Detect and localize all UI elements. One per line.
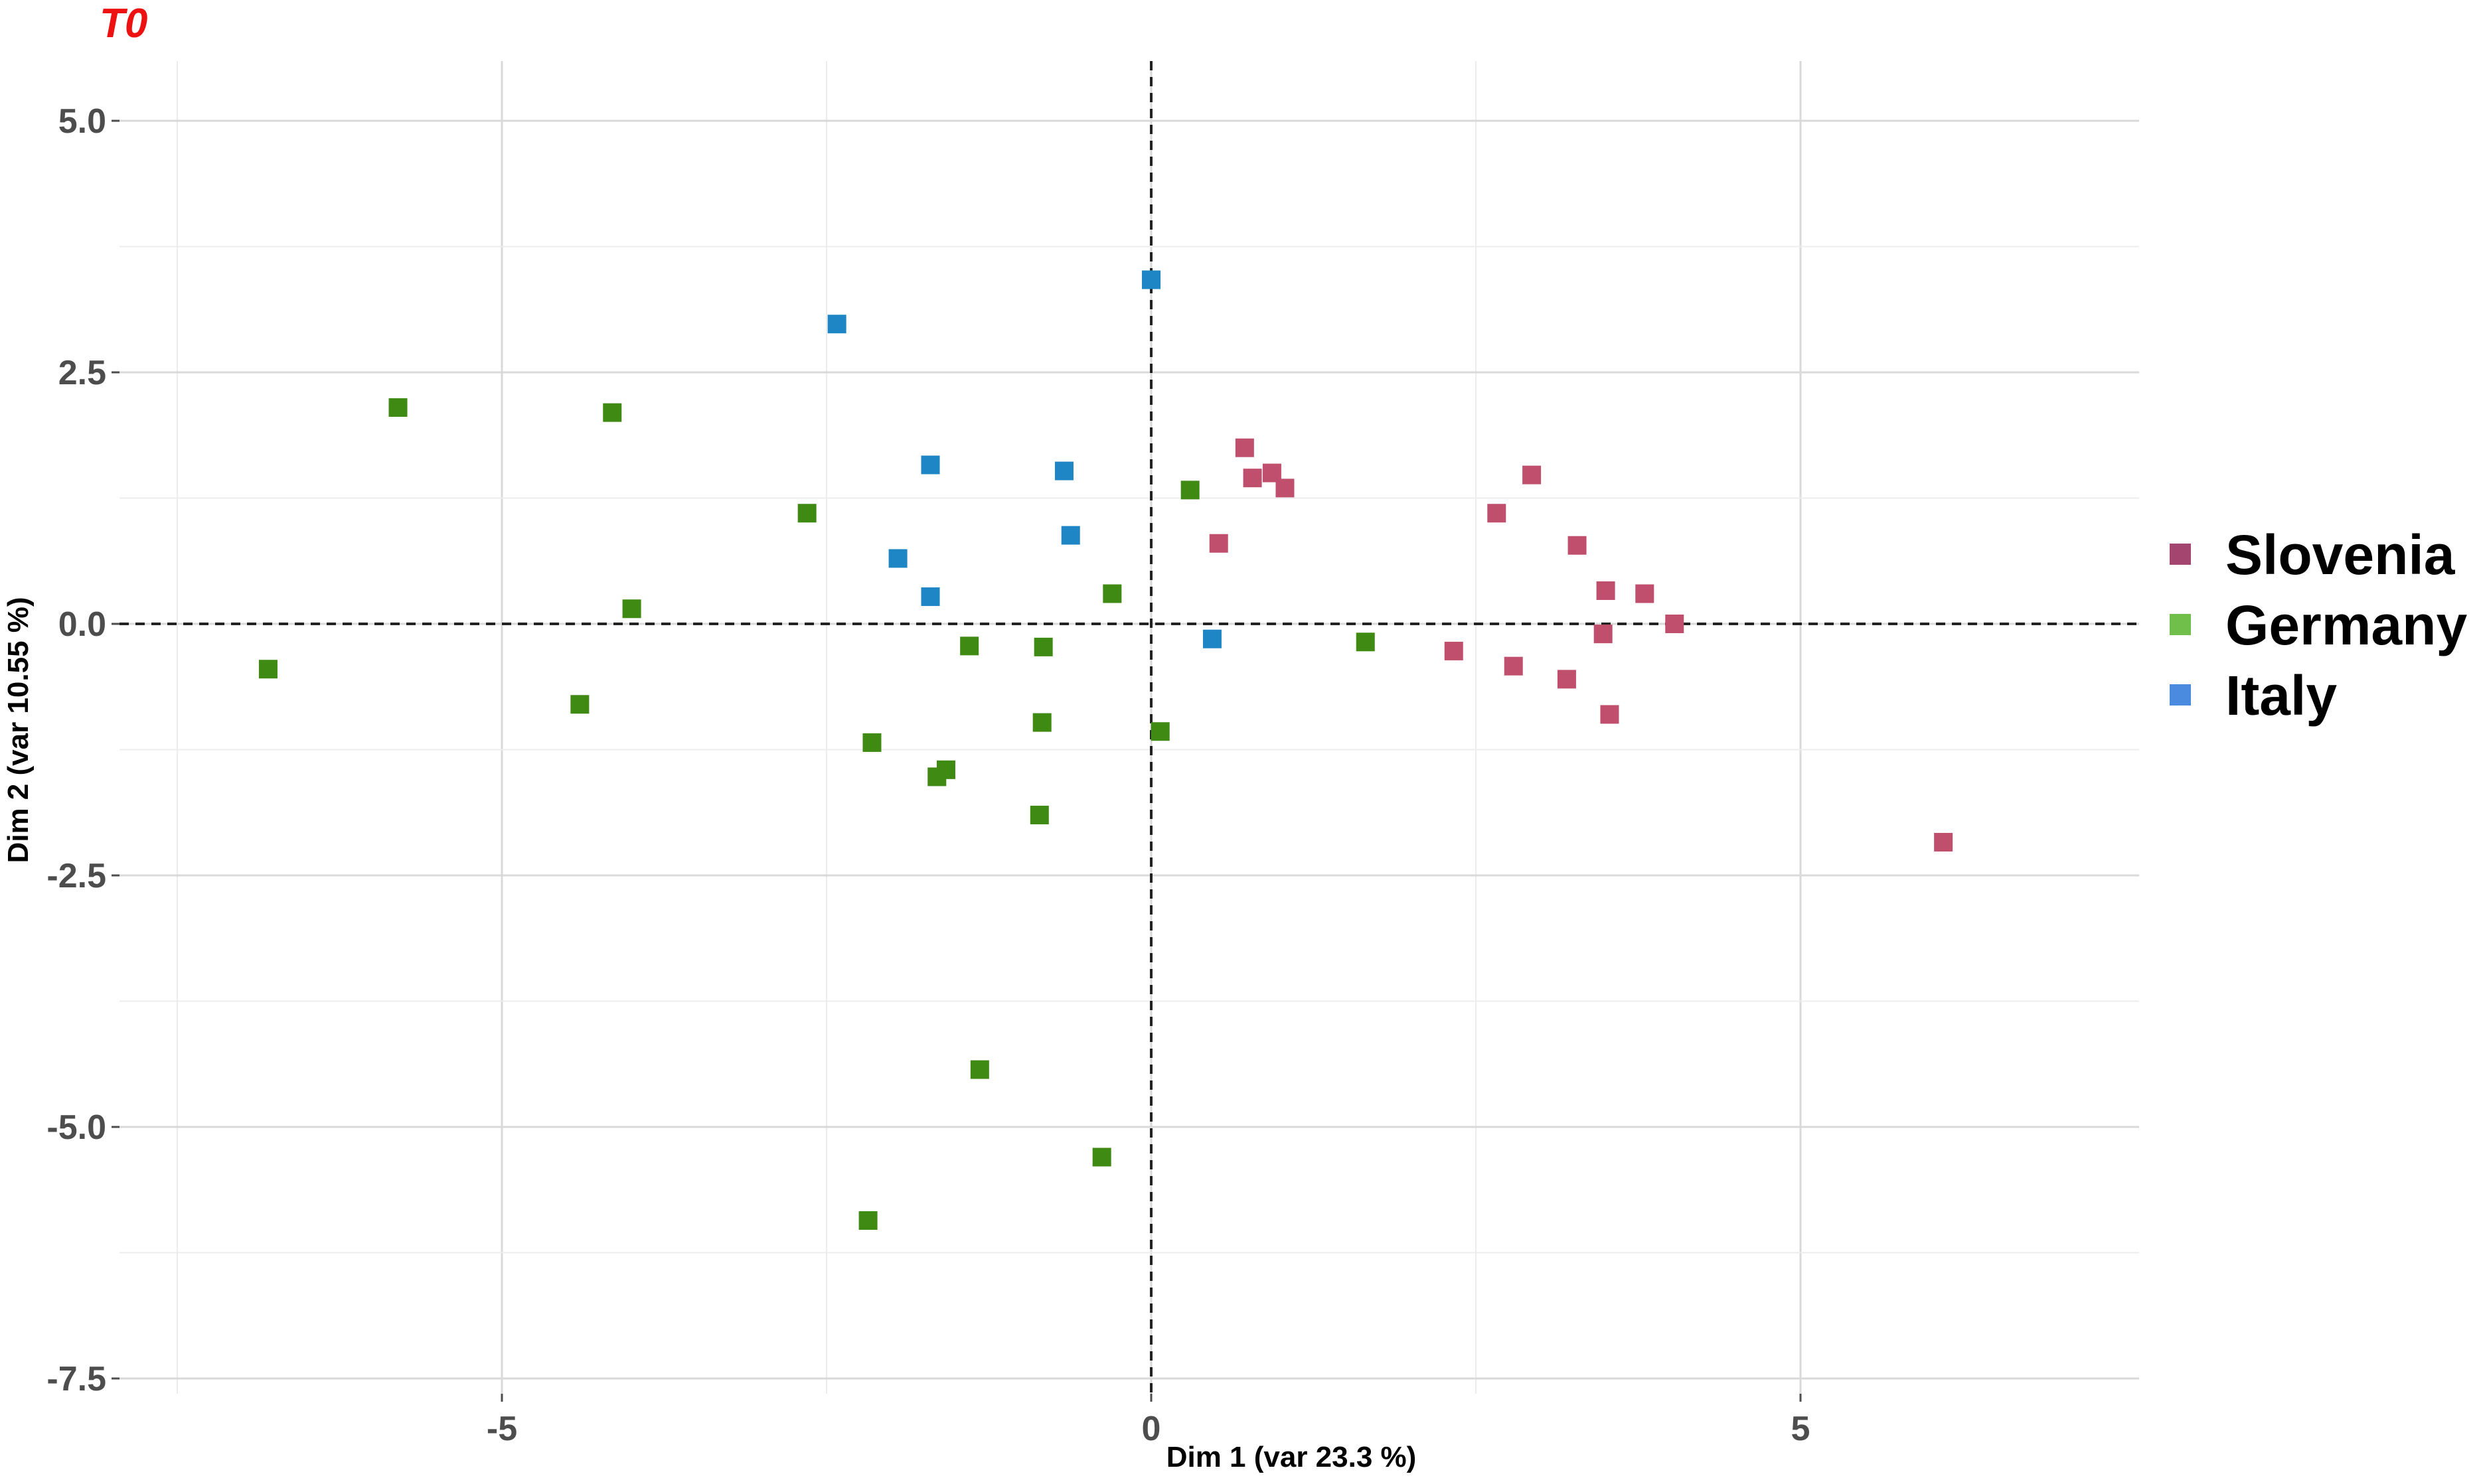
legend-item-germany: Germany <box>2170 594 2467 656</box>
data-point <box>1030 806 1049 825</box>
legend-label: Italy <box>2225 664 2337 727</box>
data-point <box>797 504 817 523</box>
series-germany <box>258 398 1375 1230</box>
data-point <box>960 636 979 656</box>
data-point <box>1665 615 1684 633</box>
grid <box>120 61 2139 1394</box>
data-point <box>1209 534 1228 553</box>
legend-item-italy: Italy <box>2170 664 2337 727</box>
data-point <box>1593 625 1613 644</box>
y-tick-label: 2.5 <box>58 354 106 392</box>
data-points <box>258 270 1953 1230</box>
x-axis-title: Dim 1 (var 23.3 %) <box>1166 1441 1417 1473</box>
data-point <box>1054 461 1074 481</box>
data-point <box>1243 469 1262 488</box>
data-point <box>1557 670 1576 689</box>
x-tick-label: -5 <box>487 1410 517 1448</box>
data-point <box>862 733 882 752</box>
data-point <box>1034 637 1053 656</box>
legend-swatch <box>2170 544 2191 565</box>
y-tick-label: -7.5 <box>46 1360 106 1398</box>
data-point <box>1032 713 1052 732</box>
y-tick-label: 5.0 <box>58 102 106 141</box>
data-point <box>1596 581 1615 600</box>
data-point <box>858 1211 878 1230</box>
data-point <box>1504 656 1523 676</box>
y-axis-title: Dim 2 (var 10.55 %) <box>2 597 35 863</box>
data-point <box>603 403 622 422</box>
data-point <box>1142 270 1161 289</box>
data-point <box>622 599 641 619</box>
data-point <box>1522 465 1542 484</box>
data-point <box>1151 722 1170 741</box>
data-point <box>936 760 955 779</box>
legend: Slovenia Germany Italy <box>2170 524 2467 727</box>
data-point <box>1444 641 1463 660</box>
series-italy <box>827 270 1222 648</box>
data-point <box>1103 584 1122 603</box>
legend-item-slovenia: Slovenia <box>2170 524 2456 586</box>
y-tick-label: 0.0 <box>58 605 106 644</box>
legend-label: Slovenia <box>2225 524 2456 586</box>
data-point <box>1934 832 1953 852</box>
x-tick-label: 5 <box>1791 1410 1810 1448</box>
x-tick-label: 0 <box>1142 1410 1161 1448</box>
data-point <box>258 660 278 679</box>
x-axis-ticks: -5 0 5 <box>487 1394 1810 1448</box>
data-point <box>1356 632 1375 652</box>
y-axis-ticks: 5.0 2.5 0.0 -2.5 -5.0 -7.5 <box>46 102 120 1398</box>
reference-lines <box>120 61 2139 1394</box>
data-point <box>1275 479 1295 498</box>
series-slovenia <box>1209 438 1953 852</box>
data-point <box>1180 481 1200 500</box>
chart-title: T0 <box>100 1 147 46</box>
data-point <box>1635 584 1654 603</box>
y-tick-label: -2.5 <box>46 857 106 895</box>
legend-swatch <box>2170 614 2191 635</box>
data-point <box>1235 438 1254 457</box>
data-point <box>1600 705 1619 724</box>
data-point <box>1092 1148 1111 1167</box>
y-tick-label: -5.0 <box>46 1108 106 1147</box>
data-point <box>921 587 940 607</box>
data-point <box>388 398 408 417</box>
data-point <box>1061 526 1080 545</box>
legend-label: Germany <box>2225 594 2467 656</box>
data-point <box>1202 629 1222 648</box>
legend-swatch <box>2170 684 2191 705</box>
data-point <box>1487 504 1506 523</box>
data-point <box>1567 536 1587 555</box>
data-point <box>921 455 940 475</box>
data-point <box>827 315 846 334</box>
data-point <box>888 549 908 568</box>
data-point <box>970 1060 989 1079</box>
data-point <box>570 695 590 714</box>
